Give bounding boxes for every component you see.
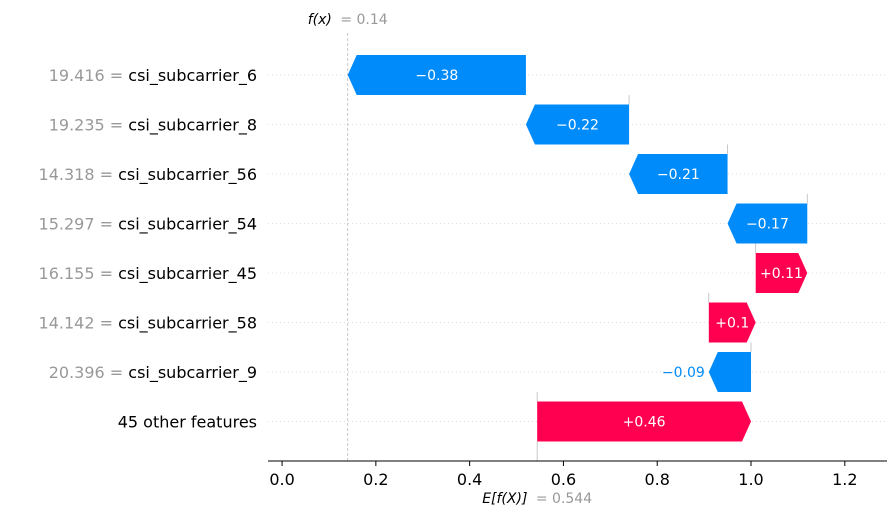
feature-label: 16.155 = csi_subcarrier_45 bbox=[39, 264, 257, 284]
feature-value: 14.318 = bbox=[39, 165, 119, 184]
x-axis: 0.0 0.2 0.4 0.6 0.8 1.0 1.2 bbox=[268, 460, 887, 489]
feature-name: csi_subcarrier_56 bbox=[118, 165, 257, 185]
bar-csi_subcarrier_56 bbox=[629, 154, 728, 194]
bar-value-label: −0.09 bbox=[662, 365, 705, 381]
bar-value-label: +0.11 bbox=[760, 266, 803, 282]
expected-value-annotation: E[f(X)] = 0.544 bbox=[482, 491, 592, 507]
fx-label: f(x) bbox=[308, 12, 332, 28]
expected-value-label: E[f(X)] bbox=[482, 491, 527, 507]
feature-value: 16.155 = bbox=[39, 264, 119, 283]
bar-value-label: +0.46 bbox=[623, 415, 666, 431]
x-tick-label: 0.2 bbox=[363, 470, 388, 489]
x-tick-label: 1.0 bbox=[738, 470, 763, 489]
feature-value: 15.297 = bbox=[39, 214, 119, 233]
bar-csi_subcarrier_6 bbox=[347, 55, 526, 95]
bar-csi_subcarrier_58 bbox=[708, 302, 756, 343]
expected-value-value: = 0.544 bbox=[536, 491, 592, 507]
feature-label: 19.235 = csi_subcarrier_8 bbox=[49, 115, 257, 135]
bar-csi_subcarrier_45 bbox=[755, 253, 808, 293]
feature-name: 45 other features bbox=[118, 412, 257, 431]
feature-value: 14.142 = bbox=[39, 313, 119, 332]
bar-csi_subcarrier_8 bbox=[525, 104, 630, 145]
fx-annotation: f(x) = 0.14 bbox=[308, 12, 388, 28]
feature-value: 19.416 = bbox=[49, 66, 129, 85]
bar-value-label: +0.1 bbox=[715, 316, 749, 332]
feature-value: 19.235 = bbox=[49, 115, 129, 134]
bar-value-label: −0.17 bbox=[746, 217, 789, 233]
x-tick-label: 1.2 bbox=[832, 470, 857, 489]
feature-label: 14.142 = csi_subcarrier_58 bbox=[39, 313, 257, 333]
feature-labels: 19.416 = csi_subcarrier_6 19.235 = csi_su… bbox=[39, 66, 257, 432]
bar-value-label: −0.38 bbox=[415, 68, 458, 84]
x-tick-label: 0.6 bbox=[551, 470, 576, 489]
feature-label: 45 other features bbox=[118, 412, 257, 431]
feature-label: 19.416 = csi_subcarrier_6 bbox=[49, 66, 257, 86]
fx-value: = 0.14 bbox=[340, 12, 387, 28]
x-tick-label: 0.0 bbox=[269, 470, 294, 489]
reference-lines bbox=[347, 33, 808, 461]
feature-name: csi_subcarrier_6 bbox=[128, 66, 257, 86]
feature-name: csi_subcarrier_8 bbox=[128, 115, 257, 135]
x-tick-label: 0.8 bbox=[644, 470, 669, 489]
bar-csi_subcarrier_9 bbox=[708, 352, 752, 392]
feature-name: csi_subcarrier_58 bbox=[118, 313, 257, 333]
feature-label: 14.318 = csi_subcarrier_56 bbox=[39, 165, 257, 185]
feature-value: 20.396 = bbox=[49, 363, 129, 382]
feature-name: csi_subcarrier_9 bbox=[128, 363, 257, 383]
feature-label: 20.396 = csi_subcarrier_9 bbox=[49, 363, 257, 383]
feature-name: csi_subcarrier_54 bbox=[118, 214, 257, 234]
bar-45 other features bbox=[537, 401, 752, 442]
bar-csi_subcarrier_54 bbox=[727, 203, 808, 244]
bar-value-label: −0.21 bbox=[657, 167, 700, 183]
x-tick-label: 0.4 bbox=[457, 470, 482, 489]
feature-label: 15.297 = csi_subcarrier_54 bbox=[39, 214, 257, 234]
bar-value-label: −0.22 bbox=[556, 118, 599, 134]
feature-name: csi_subcarrier_45 bbox=[118, 264, 257, 284]
bars: −0.38 −0.22 −0.21 −0.17 +0.11 +0.1 −0.09 +0.46 bbox=[347, 55, 808, 442]
